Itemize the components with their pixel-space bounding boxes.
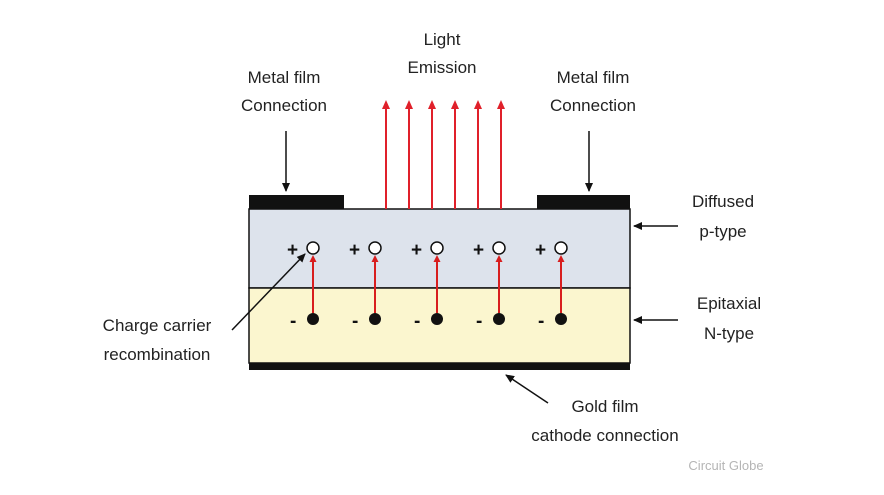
charge-carrier-label-line2: recombination	[104, 345, 211, 364]
gold-film-contact	[249, 363, 630, 370]
electron-dot	[431, 313, 443, 325]
electron-sign: -	[538, 311, 544, 332]
hole-circle	[368, 241, 382, 255]
left-metal-contact	[249, 195, 344, 209]
carrier-pair: + -	[535, 240, 568, 332]
gold-film-label-line1: Gold film	[571, 397, 638, 416]
electron-dot	[369, 313, 381, 325]
epitaxial-label-line1: Epitaxial	[697, 294, 761, 313]
right-metal-label-line1: Metal film	[557, 68, 630, 87]
recombination-pointer	[231, 253, 306, 331]
right-metal-label-line2: Connection	[550, 96, 636, 115]
hole-sign: +	[287, 240, 298, 261]
carrier-pair: + -	[287, 240, 320, 332]
carrier-pair: + -	[473, 240, 506, 332]
hole-circle	[554, 241, 568, 255]
right-metal-contact	[537, 195, 630, 209]
diffused-label-line1: Diffused	[692, 192, 754, 211]
electron-sign: -	[476, 311, 482, 332]
n-type-layer	[248, 287, 631, 364]
electron-dot	[555, 313, 567, 325]
hole-sign: +	[473, 240, 484, 261]
charge-carrier-label-line1: Charge carrier	[103, 316, 212, 335]
gold-film-label-line2: cathode connection	[531, 426, 678, 445]
electron-sign: -	[352, 311, 358, 332]
left-metal-label-line1: Metal film	[248, 68, 321, 87]
electron-sign: -	[290, 311, 296, 332]
electron-dot	[493, 313, 505, 325]
hole-circle	[430, 241, 444, 255]
epitaxial-label-line2: N-type	[704, 324, 754, 343]
carrier-pair: + -	[411, 240, 444, 332]
hole-circle	[492, 241, 506, 255]
light-emission-label-line1: Light	[424, 30, 461, 49]
gold-film-pointer	[505, 374, 549, 404]
hole-sign: +	[349, 240, 360, 261]
electron-dot	[307, 313, 319, 325]
light-emission-label-line2: Emission	[408, 58, 477, 77]
carrier-pair: + -	[349, 240, 382, 332]
electron-sign: -	[414, 311, 420, 332]
diffused-label-line2: p-type	[699, 222, 746, 241]
hole-circle	[306, 241, 320, 255]
hole-sign: +	[411, 240, 422, 261]
watermark: Circuit Globe	[688, 458, 763, 473]
hole-sign: +	[535, 240, 546, 261]
light-emission-arrows	[382, 100, 505, 209]
left-metal-label-line2: Connection	[241, 96, 327, 115]
